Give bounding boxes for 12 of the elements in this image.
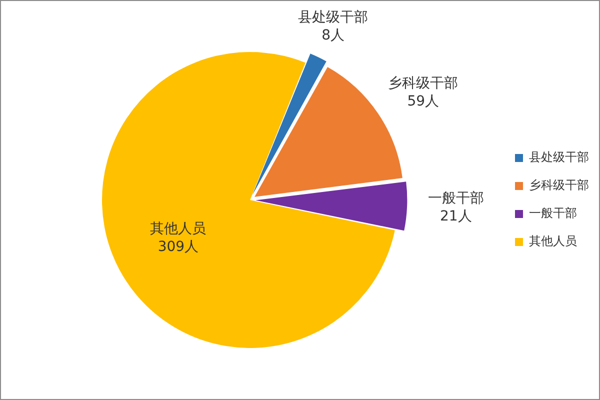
data-label: 21人: [440, 208, 472, 224]
data-label: 8人: [322, 28, 345, 44]
data-label: 59人: [407, 93, 440, 110]
slice-label: 乡科级干部: [388, 75, 458, 92]
slice-label: 县处级干部: [298, 10, 368, 26]
slice-label: 一般干部: [428, 190, 484, 206]
legend-label: 县处级干部: [529, 150, 589, 164]
legend-label: 一般干部: [529, 206, 577, 220]
legend-label: 其他人员: [529, 234, 577, 248]
legend-label: 乡科级干部: [529, 178, 589, 192]
slice-label: 其他人员: [150, 220, 206, 237]
data-label: 309人: [158, 238, 199, 255]
